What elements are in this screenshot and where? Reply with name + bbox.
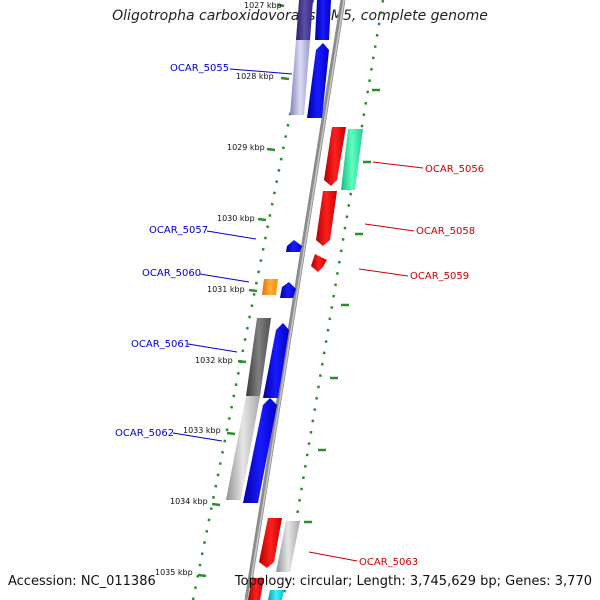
scale-labels: 1027 kbp 1028 kbp 1029 kbp 1030 kbp 1031… (155, 1, 282, 577)
gene-label-ocar5060[interactable]: OCAR_5060 (142, 268, 201, 279)
gene-feature-ocar5063 (259, 518, 282, 568)
accession-text: Accession: NC_011386 (8, 574, 156, 589)
gene-label-ocar5056[interactable]: OCAR_5056 (425, 164, 484, 175)
genome-backbone-highlight (247, 0, 345, 600)
forward-features (226, 0, 331, 503)
gene-label-ocar5062[interactable]: OCAR_5062 (115, 428, 174, 439)
topology-text: Topology: circular; Length: 3,745,629 bp… (234, 574, 592, 589)
gene-feature-ocar5062-gene (243, 398, 277, 503)
gene-label-ocar5055[interactable]: OCAR_5055 (170, 63, 229, 74)
major-ticks (197, 3, 380, 578)
gene-label-ocar5061[interactable]: OCAR_5061 (131, 339, 190, 350)
label-connectors (172, 68, 424, 562)
gene-feature-cyan (268, 590, 284, 600)
scale-label-1030: 1030 kbp (217, 214, 255, 223)
scale-label-1034: 1034 kbp (170, 497, 208, 506)
gene-feature-ocar5060 (262, 279, 278, 295)
scale-label-1028: 1028 kbp (236, 72, 274, 81)
gene-feature-ocar5058 (316, 191, 337, 246)
gene-feature (290, 40, 310, 115)
scale-label-1029: 1029 kbp (227, 143, 265, 152)
gene-feature-ocar5062 (226, 396, 260, 500)
gene-feature-ocar5060b (280, 282, 296, 298)
gene-label-ocar5057[interactable]: OCAR_5057 (149, 225, 208, 236)
gene-label-ocar5063[interactable]: OCAR_5063 (359, 557, 418, 568)
gene-label-ocar5058[interactable]: OCAR_5058 (416, 226, 475, 237)
scale-label-1027: 1027 kbp (244, 1, 282, 10)
gene-feature-ocar5061-gene (263, 323, 289, 398)
gene-feature-ocar5055 (307, 43, 329, 118)
gene-feature-ocar5063-gray (276, 521, 300, 572)
gene-feature-ocar5056 (324, 127, 346, 186)
outer-dotted-guide (281, 0, 385, 600)
scale-label-1031: 1031 kbp (207, 285, 245, 294)
gene-feature (296, 0, 313, 40)
genome-backbone (244, 0, 346, 600)
gene-feature-ocar5061 (246, 318, 271, 396)
gene-feature (315, 0, 331, 40)
scale-label-1033: 1033 kbp (183, 426, 221, 435)
gene-feature-ocar5057 (286, 240, 302, 252)
gene-label-ocar5059[interactable]: OCAR_5059 (410, 271, 469, 282)
scale-label-1032: 1032 kbp (195, 356, 233, 365)
gene-feature-ocar5059 (311, 254, 327, 272)
gene-feature-ocar5056-mint (341, 129, 363, 190)
gene-feature-red-bottom (248, 578, 264, 600)
reverse-features (248, 127, 363, 600)
scale-label-1035: 1035 kbp (155, 568, 193, 577)
gene-labels: OCAR_5055 OCAR_5056 OCAR_5057 OCAR_5058 … (115, 63, 484, 568)
